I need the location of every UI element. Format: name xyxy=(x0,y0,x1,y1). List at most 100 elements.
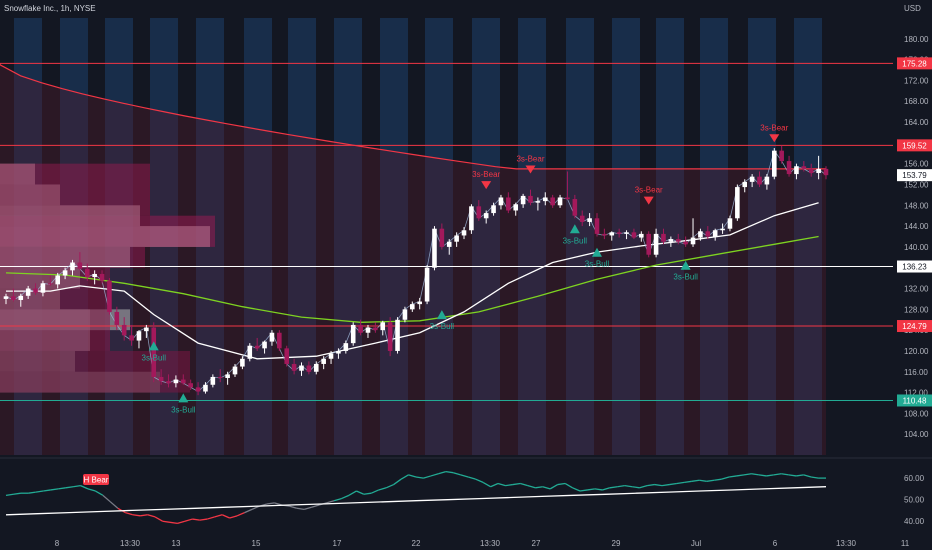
candle xyxy=(424,267,430,302)
oscillator-line xyxy=(311,504,320,508)
oscillator-line xyxy=(304,506,312,510)
price-tick: 104.00 xyxy=(904,430,929,439)
h-bear-badge xyxy=(83,474,109,485)
bull-signal-label: 3s-Bull xyxy=(673,273,698,282)
price-tick: 132.00 xyxy=(904,285,929,294)
price-tick: 156.00 xyxy=(904,160,929,169)
candle xyxy=(291,363,297,371)
candle xyxy=(594,218,600,234)
time-tick: 27 xyxy=(532,539,541,548)
oscillator-line xyxy=(468,476,476,480)
candle xyxy=(48,283,53,285)
price-tick: 140.00 xyxy=(904,243,929,252)
candle xyxy=(210,376,216,385)
candle xyxy=(40,283,46,293)
candle xyxy=(461,230,467,236)
candle xyxy=(306,365,312,372)
oscillator-line xyxy=(244,508,253,514)
profile-bar xyxy=(0,163,150,216)
candle xyxy=(284,348,290,364)
price-line-label: 136.23 xyxy=(902,263,927,272)
bull-signal-label: 3s-Bull xyxy=(142,353,167,362)
candle xyxy=(232,366,238,375)
candle xyxy=(735,187,740,219)
candle xyxy=(587,218,592,222)
oscillator-line xyxy=(758,474,767,477)
price-line-label: 153.79 xyxy=(902,171,927,180)
oscillator-line xyxy=(438,471,446,475)
oscillator-line xyxy=(497,482,506,487)
oscillator-line xyxy=(147,514,156,518)
oscillator-line xyxy=(400,474,409,480)
profile-bar xyxy=(0,246,145,268)
time-axis[interactable]: 8 13:30 13 15 17 22 13:30 27 29 Jul 6 13:30 11 xyxy=(55,539,910,548)
candle xyxy=(70,262,75,271)
price-tick: 144.00 xyxy=(904,222,929,231)
oscillator-line xyxy=(236,511,245,517)
time-tick: 6 xyxy=(773,539,778,548)
oscillator-line xyxy=(512,482,521,486)
oscillator-line xyxy=(35,490,44,493)
time-tick: 17 xyxy=(333,539,342,548)
oscillator-line xyxy=(781,473,789,476)
bull-signal-label: 3s-Bull xyxy=(171,405,196,414)
price-line-badge xyxy=(897,320,932,333)
candle xyxy=(129,335,134,341)
oscillator-line xyxy=(490,482,499,488)
candle xyxy=(188,383,193,388)
candle xyxy=(92,273,97,278)
candle xyxy=(77,262,83,269)
oscillator-line xyxy=(363,492,372,495)
session-band xyxy=(425,18,453,455)
session-band xyxy=(244,18,272,455)
oscillator-line xyxy=(50,488,59,491)
candle xyxy=(121,324,127,336)
oscillator-tick: 40.00 xyxy=(904,517,925,526)
candle xyxy=(350,324,356,344)
candle xyxy=(616,232,622,234)
candle xyxy=(380,322,386,331)
oscillator-line xyxy=(564,482,573,489)
candle xyxy=(299,365,304,371)
candle xyxy=(542,197,548,202)
candle xyxy=(181,379,186,384)
bull-signal-label: 3s-Bull xyxy=(585,260,610,269)
oscillator-line xyxy=(221,514,230,519)
candle xyxy=(336,350,341,354)
oscillator-line xyxy=(266,502,275,505)
candle xyxy=(720,228,725,231)
oscillator-line xyxy=(423,475,432,479)
candle xyxy=(343,343,349,351)
oscillator-line xyxy=(453,472,461,476)
session-band xyxy=(472,18,500,455)
candle xyxy=(62,270,68,276)
oscillator-line xyxy=(527,485,536,489)
candle xyxy=(579,215,585,222)
candle xyxy=(483,213,489,219)
time-tick: 13:30 xyxy=(480,539,501,548)
oscillator-line xyxy=(684,480,692,484)
oscillator-line xyxy=(415,476,424,479)
ma-line xyxy=(5,235,819,323)
time-tick: 13:30 xyxy=(836,539,857,548)
oscillator-line xyxy=(408,474,417,478)
candle xyxy=(705,231,711,237)
oscillator-line xyxy=(296,507,305,511)
price-axis[interactable]: 104.00108.00112.00116.00120.00124.00128.… xyxy=(897,35,932,439)
oscillator-line xyxy=(326,500,335,504)
session-band xyxy=(748,18,776,455)
price-tick: 172.00 xyxy=(904,76,929,85)
candle xyxy=(55,275,61,285)
oscillator-line xyxy=(699,479,707,482)
bull-arrow xyxy=(436,310,447,320)
oscillator-line xyxy=(192,518,200,521)
candle xyxy=(520,195,526,205)
price-tick: 148.00 xyxy=(904,201,929,210)
candle xyxy=(395,319,400,351)
oscillator-line xyxy=(482,481,491,488)
price-line-label: 124.79 xyxy=(902,322,927,331)
oscillator-line xyxy=(676,481,685,485)
oscillator-line xyxy=(788,474,797,477)
candle xyxy=(550,197,555,206)
